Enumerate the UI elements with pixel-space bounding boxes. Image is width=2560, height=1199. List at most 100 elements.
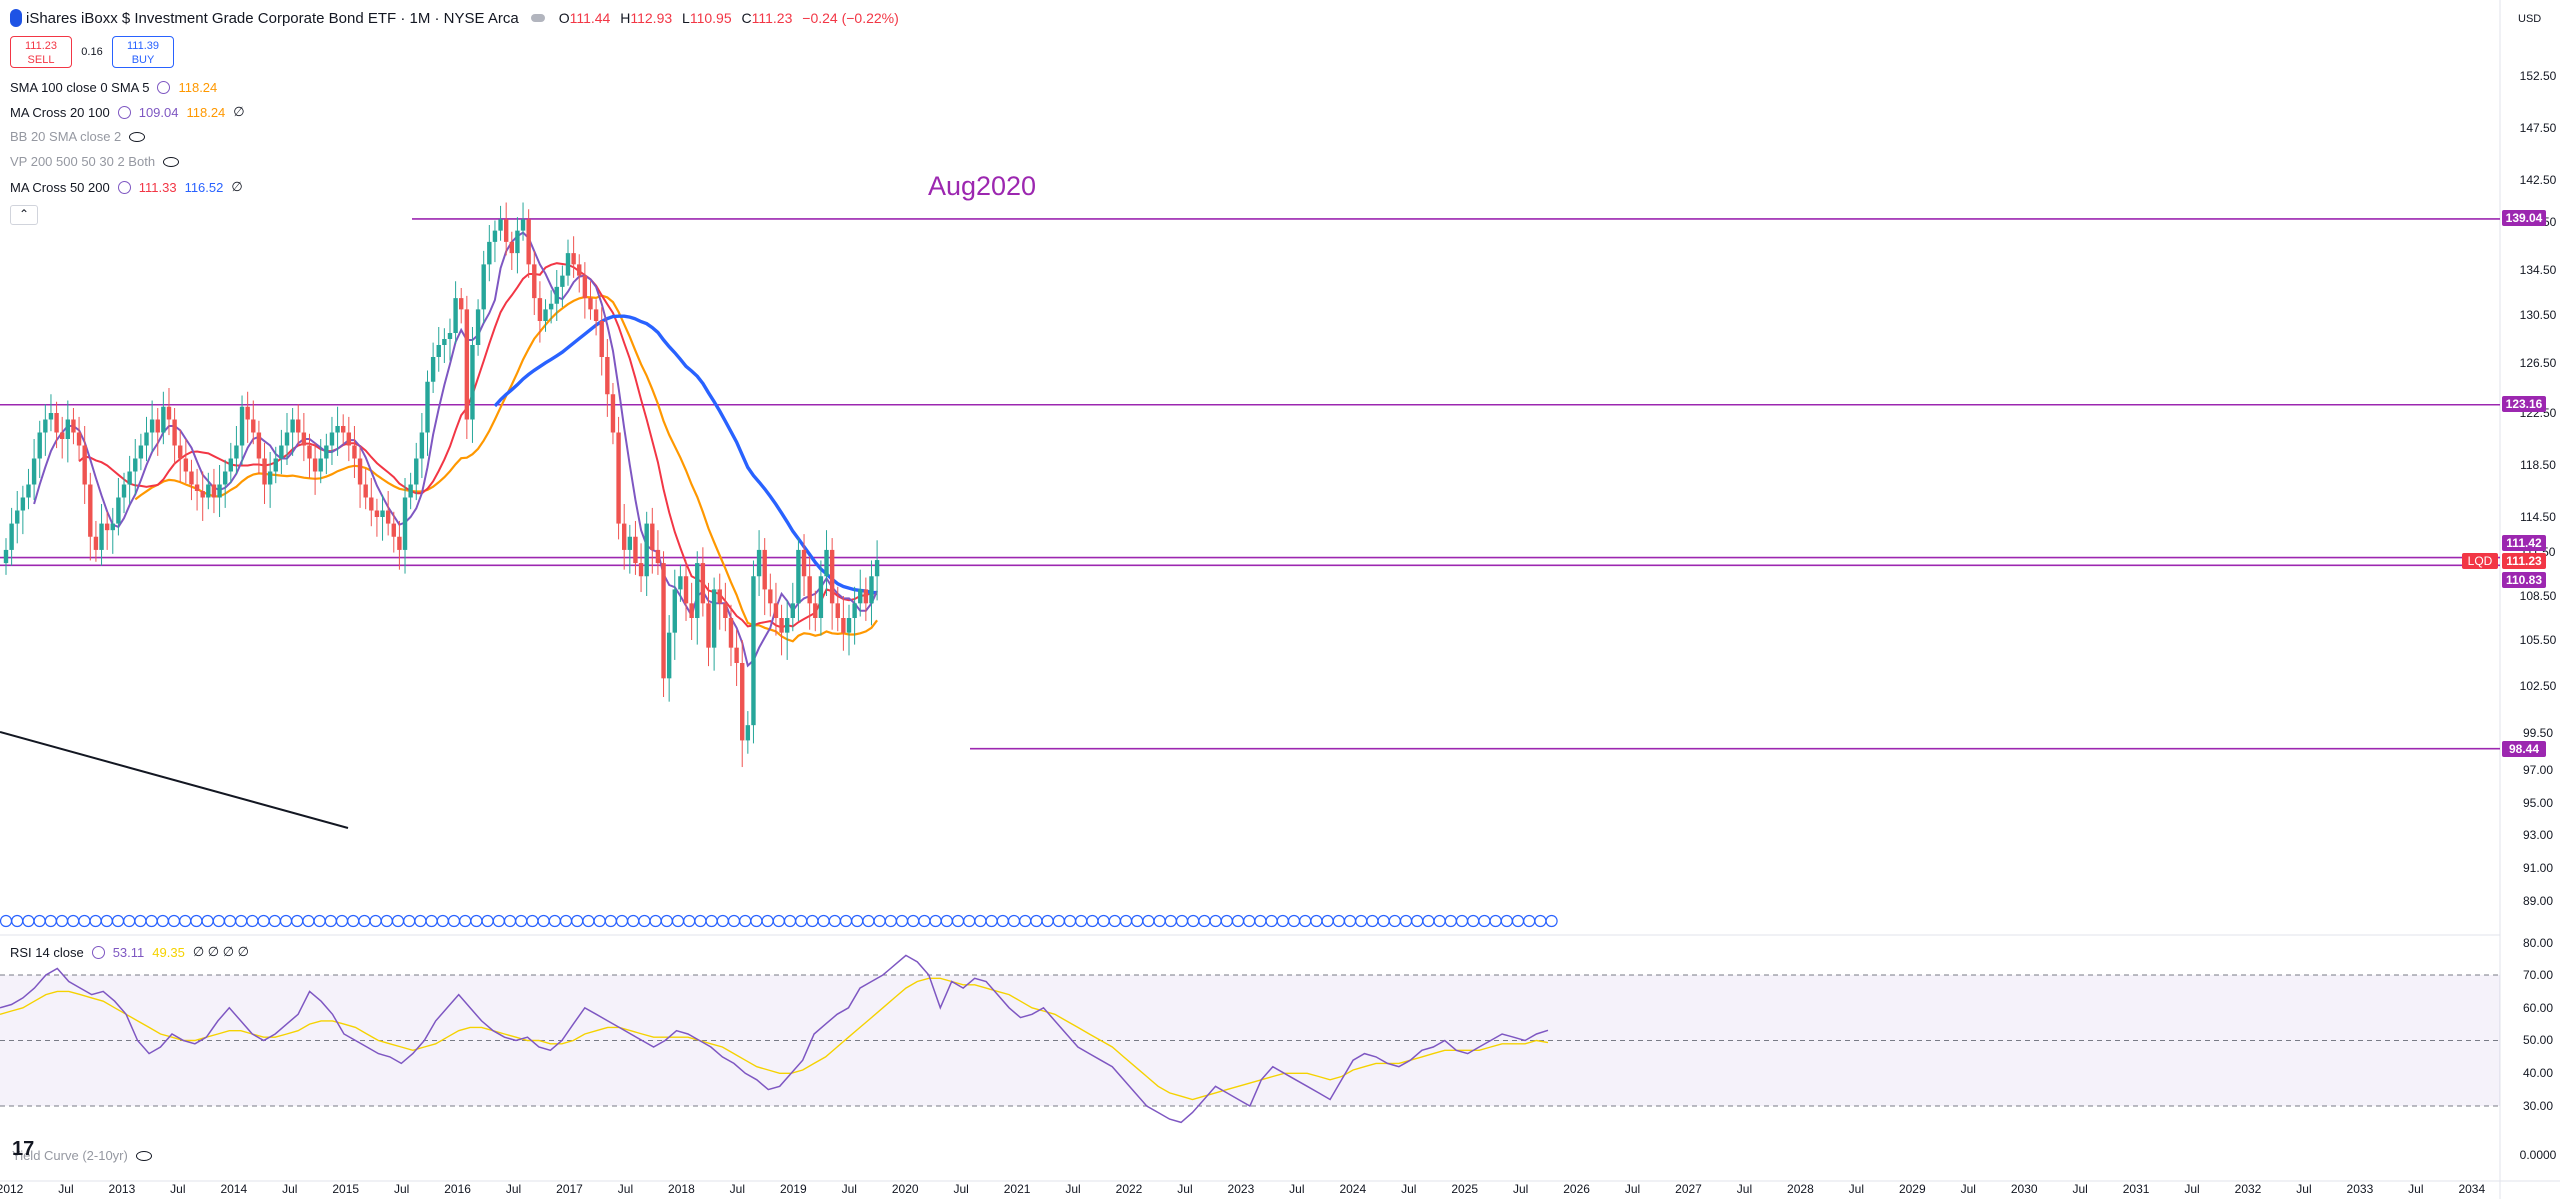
candle	[251, 419, 256, 433]
candle	[161, 406, 166, 433]
candle	[3, 549, 9, 564]
candle	[408, 484, 413, 498]
candle	[605, 357, 610, 395]
yield-curve-legend[interactable]: Yield Curve (2-10yr)	[12, 1148, 158, 1163]
symbol-title[interactable]: iShares iBoxx $ Investment Grade Corpora…	[26, 9, 519, 27]
settings-icon[interactable]	[117, 105, 131, 119]
candle	[256, 432, 262, 459]
dividend-icon	[1399, 914, 1413, 928]
spread-value: 0.16	[81, 46, 103, 58]
candle	[307, 445, 312, 459]
indicator-value: 118.24	[186, 104, 226, 120]
indicator-row[interactable]: MA Cross 20 100 109.04 118.24 ∅	[10, 104, 245, 120]
level-tag	[2502, 210, 2546, 226]
dividend-icon	[1343, 914, 1357, 928]
time-tick-label: Jul	[1401, 1182, 1416, 1196]
high-label: H	[620, 10, 631, 26]
price-tick-label: 147.50	[2520, 121, 2557, 135]
dividend-icon	[795, 914, 808, 928]
market-status-icon[interactable]	[530, 14, 545, 22]
candle	[548, 303, 554, 310]
time-axis: 2012 Jul 2013 Jul 2014 Jul 2015 Jul 2016 Jul 2017 J…	[0, 1182, 2485, 1196]
buy-price: 111.39	[126, 40, 159, 52]
candle	[133, 458, 138, 472]
indicator-value: 111.33	[138, 179, 177, 195]
time-tick-label: Jul	[1513, 1182, 1528, 1196]
dividend-icon	[1299, 914, 1312, 928]
rsi-tick-label: 70.00	[2523, 968, 2553, 982]
dividend-icon	[593, 914, 606, 928]
level-tag	[2502, 396, 2546, 412]
collapse-legend-button[interactable]: ⌃	[10, 205, 38, 225]
indicator-row[interactable]: BB 20 SMA close 2	[10, 129, 151, 144]
candle	[644, 523, 649, 577]
rsi-tick-label: 50.00	[2523, 1033, 2553, 1047]
candle	[172, 419, 177, 446]
price-tick-label: 126.50	[2520, 356, 2557, 370]
candle	[183, 458, 189, 472]
time-tick-label: Jul	[2408, 1182, 2423, 1196]
candle	[689, 603, 694, 618]
candle	[341, 426, 346, 433]
time-tick-label: 2017	[556, 1182, 583, 1196]
sell-button[interactable]: 111.23 SELL	[10, 36, 72, 68]
dividend-icon	[279, 914, 293, 928]
indicator-row[interactable]: VP 200 500 50 30 2 Both	[10, 154, 185, 169]
candle	[616, 432, 621, 524]
dividend-icon	[1142, 914, 1155, 928]
dividend-icon	[391, 914, 405, 928]
candle	[470, 345, 475, 420]
indicator-row[interactable]: SMA 100 close 0 SMA 5 118.24	[10, 80, 225, 95]
candle	[706, 603, 711, 648]
dividend-icon	[1467, 914, 1480, 928]
close-label: C	[741, 10, 752, 26]
candle	[841, 618, 846, 633]
dividend-icon	[907, 914, 920, 928]
candle	[110, 523, 115, 531]
rsi-pane	[0, 954, 2500, 1124]
eye-hidden-icon[interactable]	[135, 1150, 152, 1161]
candle	[571, 253, 576, 265]
rsi-tick-label: 0.0000	[2520, 1148, 2557, 1162]
candle	[155, 419, 160, 433]
candle	[138, 445, 144, 459]
change-value: −0.24 (−0.22%)	[802, 10, 899, 26]
time-tick-label: Jul	[2184, 1182, 2199, 1196]
buy-button[interactable]: 111.39 BUY	[112, 36, 174, 68]
settings-icon[interactable]	[91, 945, 105, 959]
dividend-icon	[683, 914, 696, 928]
dividend-icon	[694, 914, 707, 928]
dividend-icon	[940, 914, 953, 928]
candle	[71, 419, 76, 433]
dividend-icon	[1534, 914, 1547, 928]
time-tick-label: 2013	[109, 1182, 136, 1196]
eye-hidden-icon[interactable]	[129, 131, 146, 142]
settings-icon[interactable]	[157, 81, 171, 94]
candle	[82, 445, 87, 485]
dividend-icon	[380, 914, 393, 928]
eye-hidden-icon[interactable]	[163, 156, 180, 167]
time-tick-label: 2016	[444, 1182, 471, 1196]
candle	[459, 298, 464, 310]
candle	[869, 576, 874, 604]
dividend-icon	[638, 914, 651, 928]
candle	[211, 484, 217, 498]
last-price-tag	[2502, 553, 2546, 569]
candle	[127, 471, 132, 485]
candle	[262, 458, 267, 485]
dividend-icon	[291, 914, 304, 928]
dividend-icon	[179, 914, 192, 928]
dividend-icon	[1310, 914, 1323, 928]
rsi-legend[interactable]: RSI 14 close 53.11 49.35 ∅ ∅ ∅ ∅	[10, 944, 249, 960]
candle	[363, 484, 368, 498]
candle	[380, 510, 385, 517]
settings-icon[interactable]	[117, 180, 131, 194]
dividend-icon	[100, 914, 113, 928]
tradingview-logo-icon[interactable]: 17	[12, 1138, 35, 1160]
dividend-icon	[929, 914, 942, 928]
open-label: O	[558, 10, 570, 26]
indicator-row[interactable]: MA Cross 50 200 111.33 116.52 ∅	[10, 179, 243, 195]
price-tick-label: 91.00	[2523, 861, 2553, 875]
candle	[149, 419, 155, 433]
